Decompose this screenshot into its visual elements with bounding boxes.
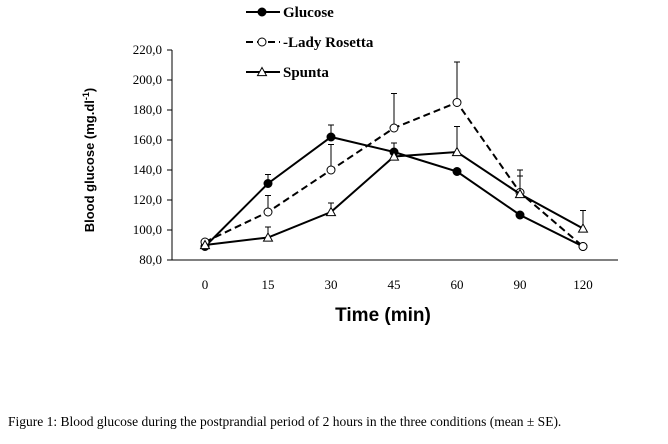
data-point	[388, 150, 400, 161]
chart-legend: Glucose -Lady Rosetta Spunta	[246, 5, 374, 81]
legend-item-lady-rosetta: -Lady Rosetta	[246, 35, 374, 51]
legend-label: -Lady Rosetta	[283, 35, 374, 51]
y-tick-group: 80,0 100,0 120,0 140,0 160,0 180,0 200,0 220,0	[133, 42, 172, 267]
series-glucose	[200, 124, 588, 251]
legend-label: Glucose	[283, 5, 334, 21]
figure-caption: Figure 1: Blood glucose during the postp…	[8, 414, 562, 429]
y-tick-label: 120,0	[133, 192, 162, 207]
x-tick-label: 15	[262, 277, 275, 292]
blood-glucose-chart: Glucose -Lady Rosetta Spunta 80,0 100,0 120,…	[81, 5, 618, 326]
series-spunta	[199, 126, 589, 250]
legend-item-glucose: Glucose	[246, 5, 334, 21]
data-point	[577, 222, 589, 233]
data-point	[452, 98, 462, 107]
legend-swatch-marker	[257, 37, 267, 47]
data-point	[514, 188, 526, 199]
x-tick-label: 0	[202, 277, 209, 292]
y-tick-label: 220,0	[133, 42, 162, 57]
x-tick-label: 90	[514, 277, 527, 292]
y-tick-label: 100,0	[133, 222, 162, 237]
data-point	[326, 132, 336, 142]
data-point	[389, 123, 399, 133]
data-point	[263, 207, 273, 217]
x-tick-label: 30	[325, 277, 338, 292]
data-point	[452, 167, 462, 176]
data-point	[326, 165, 336, 175]
data-point	[199, 239, 211, 250]
data-point	[578, 242, 588, 251]
y-axis-title: Blood glucose (mg.dl-1)	[81, 88, 97, 233]
legend-label: Spunta	[283, 65, 329, 81]
x-tick-label: 60	[451, 277, 464, 292]
legend-item-spunta: Spunta	[246, 65, 329, 81]
legend-swatch-marker	[257, 7, 267, 17]
y-tick-label: 140,0	[133, 162, 162, 177]
data-point	[262, 231, 274, 242]
data-point	[515, 210, 525, 220]
x-tick-group: 0 15 30 45 60 90 120	[202, 277, 593, 292]
chart-axes	[171, 50, 618, 261]
legend-swatch-marker	[256, 66, 268, 77]
y-axis-title-main: Blood glucose (mg.dl	[82, 100, 97, 232]
x-axis-title: Time (min)	[335, 305, 431, 326]
y-tick-label: 200,0	[133, 72, 162, 87]
data-point	[451, 146, 463, 157]
data-point	[263, 179, 273, 188]
y-tick-label: 160,0	[133, 132, 162, 147]
data-point	[325, 206, 337, 217]
x-tick-label: 45	[388, 277, 401, 292]
y-tick-label: 80,0	[139, 252, 162, 267]
x-tick-label: 120	[573, 277, 593, 292]
series-layer	[199, 61, 589, 251]
y-axis-title-superscript: -1	[81, 92, 91, 100]
series-line	[204, 150, 584, 246]
y-axis-title-close: )	[82, 88, 97, 92]
y-tick-label: 180,0	[133, 102, 162, 117]
